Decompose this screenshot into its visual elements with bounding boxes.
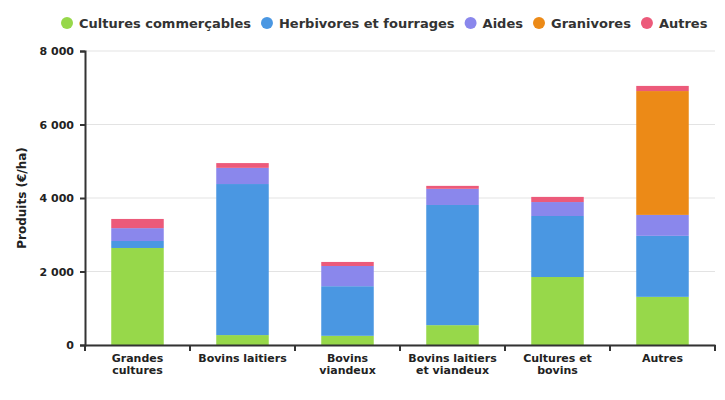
y-tick-label: 8 000: [40, 45, 75, 58]
x-tick: Cultures etbovins: [523, 345, 592, 377]
y-tick-mark: [80, 271, 85, 273]
y-tick-label: 2 000: [40, 266, 75, 279]
x-tick: Grandescultures: [112, 345, 164, 377]
x-tick: Autres: [642, 345, 683, 365]
y-axis: 0 2 000 4 000 6 000 8 000: [40, 45, 86, 352]
bar-segment: [111, 219, 164, 228]
bar-segment: [636, 215, 689, 236]
y-tick-label: 0: [66, 339, 74, 352]
x-separator: [189, 345, 191, 351]
bar-segment: [216, 168, 269, 184]
grid-line: [85, 51, 715, 52]
bar-segment: [321, 262, 374, 266]
chart: 0 2 000 4 000 6 000 8 000 Produits (€/ha) Gran…: [0, 0, 725, 400]
bar-segment: [111, 228, 164, 241]
y-tick-mark: [80, 124, 85, 126]
x-separator: [84, 345, 86, 351]
x-tick-label: Cultures etbovins: [523, 352, 592, 378]
grid: [85, 51, 715, 345]
grid-line: [85, 198, 715, 199]
legend-label: Granivores: [551, 16, 631, 31]
legend-swatch: [641, 17, 653, 29]
bar-segment: [216, 184, 269, 335]
y-axis-line: [80, 52, 86, 346]
bar-segment: [531, 197, 584, 202]
bar-segment: [531, 277, 584, 345]
legend-label: Autres: [659, 16, 708, 31]
x-separator: [399, 345, 401, 351]
x-tick: Bovinsviandeux: [319, 345, 375, 377]
legend-item: Autres: [641, 16, 708, 31]
x-tick: Bovins laitiers: [198, 345, 287, 365]
legend-item: Herbivores et fourrages: [261, 16, 455, 31]
bar-segment: [321, 266, 374, 286]
series: [636, 91, 689, 215]
y-tick-mark: [80, 198, 85, 200]
legend-label: Herbivores et fourrages: [279, 16, 455, 31]
series: [111, 248, 689, 345]
x-tick-label: Grandescultures: [112, 352, 164, 378]
bars: [111, 86, 689, 345]
legend-item: Cultures commerçables: [61, 16, 251, 31]
x-tick: Bovins laitierset viandeux: [408, 345, 497, 377]
legend-item: Aides: [465, 16, 524, 31]
bar-segment: [426, 205, 479, 325]
series: [111, 184, 689, 336]
x-separators: [85, 345, 715, 351]
bar-segment: [216, 163, 269, 168]
x-tick-label: Autres: [642, 352, 683, 365]
y-tick: 0: [66, 339, 85, 352]
x-separator: [714, 345, 716, 351]
bar-segment: [111, 248, 164, 345]
bar-segment: [321, 286, 374, 336]
y-tick-label: 6 000: [40, 119, 75, 132]
bar-segment: [426, 186, 479, 189]
bar-segment: [111, 241, 164, 248]
x-tick-label: Bovins laitierset viandeux: [408, 352, 497, 378]
bar-segment: [531, 202, 584, 216]
y-tick-mark: [80, 51, 85, 53]
bar-segment: [216, 335, 269, 345]
series: [111, 168, 689, 286]
x-separator: [504, 345, 506, 351]
bar-segment: [426, 189, 479, 205]
grid-line: [85, 124, 715, 125]
bar-segment: [636, 236, 689, 297]
x-tick-label: Bovins laitiers: [198, 352, 287, 365]
y-axis-title: Produits (€/ha): [15, 147, 29, 249]
legend: Cultures commerçables Herbivores et fourr…: [61, 16, 708, 31]
y-tick: 8 000: [40, 45, 85, 58]
bar-segment: [636, 297, 689, 345]
x-separator: [294, 345, 296, 351]
x-separator: [609, 345, 611, 351]
legend-swatch: [261, 17, 273, 29]
y-tick: 6 000: [40, 119, 85, 132]
y-tick-label: 4 000: [40, 192, 75, 205]
y-tick: 4 000: [40, 192, 85, 205]
legend-label: Cultures commerçables: [79, 16, 251, 31]
legend-swatch: [465, 17, 477, 29]
x-axis: Grandescultures Bovins laitiers Bovinsvian…: [85, 345, 716, 377]
bar-segment: [636, 91, 689, 215]
bar-segment: [426, 325, 479, 345]
legend-label: Aides: [483, 16, 524, 31]
legend-swatch: [533, 17, 545, 29]
bar-segment: [321, 336, 374, 345]
bar-segment: [531, 216, 584, 277]
x-tick-label: Bovinsviandeux: [319, 352, 375, 378]
bar-segment: [636, 86, 689, 91]
legend-swatch: [61, 17, 73, 29]
legend-item: Granivores: [533, 16, 631, 31]
y-tick: 2 000: [40, 266, 85, 279]
grid-line: [85, 271, 715, 272]
series: [111, 86, 689, 266]
